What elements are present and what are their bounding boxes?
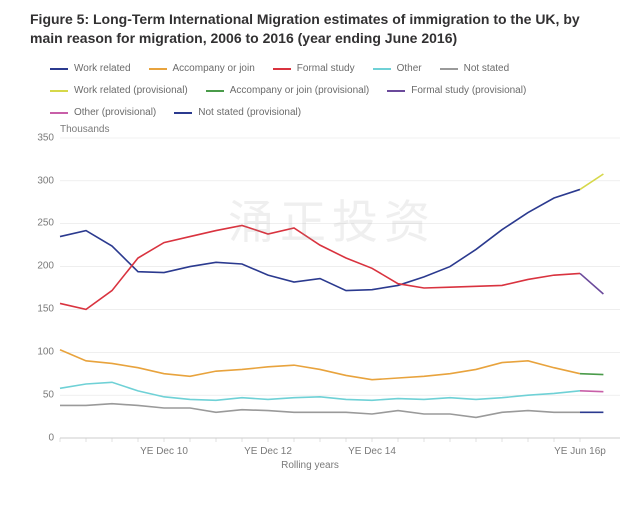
- y-tick-label: 100: [30, 347, 54, 358]
- legend-swatch: [149, 68, 167, 70]
- series-line-provisional: [580, 273, 603, 294]
- legend-swatch: [387, 90, 405, 92]
- legend-item: Formal study: [273, 60, 355, 78]
- legend-item: Work related (provisional): [50, 82, 188, 100]
- x-axis-title: Rolling years: [30, 460, 590, 471]
- y-tick-label: 50: [30, 389, 54, 400]
- series-line: [60, 382, 580, 400]
- legend: Work related Accompany or join Formal stud…: [0, 54, 640, 126]
- x-tick-label: YE Dec 14: [348, 446, 396, 457]
- line-chart: [30, 126, 620, 458]
- legend-swatch: [206, 90, 224, 92]
- series-line: [60, 349, 580, 379]
- legend-label: Work related (provisional): [74, 82, 188, 100]
- x-tick-label: YE Jun 16p: [554, 446, 606, 457]
- series-line-provisional: [580, 373, 603, 374]
- figure-container: Figure 5: Long-Term International Migrat…: [0, 0, 640, 530]
- x-tick-label: YE Dec 10: [140, 446, 188, 457]
- series-line-provisional: [580, 391, 603, 392]
- legend-swatch: [440, 68, 458, 70]
- legend-item: Not stated (provisional): [174, 104, 301, 122]
- legend-item: Not stated: [440, 60, 510, 78]
- chart-area: Thousands 涌正投资 050100150200250300350YE D…: [30, 126, 610, 458]
- legend-label: Accompany or join: [173, 60, 255, 78]
- series-line-provisional: [580, 174, 603, 189]
- figure-title: Figure 5: Long-Term International Migrat…: [0, 0, 640, 54]
- legend-swatch: [273, 68, 291, 70]
- legend-swatch: [50, 112, 68, 114]
- legend-label: Formal study (provisional): [411, 82, 526, 100]
- y-tick-label: 150: [30, 304, 54, 315]
- legend-swatch: [373, 68, 391, 70]
- legend-label: Other: [397, 60, 422, 78]
- y-tick-label: 0: [30, 432, 54, 443]
- legend-label: Accompany or join (provisional): [230, 82, 370, 100]
- y-tick-label: 200: [30, 261, 54, 272]
- legend-item: Other: [373, 60, 422, 78]
- series-line: [60, 403, 580, 417]
- y-axis-title: Thousands: [60, 124, 109, 135]
- legend-label: Not stated (provisional): [198, 104, 301, 122]
- y-tick-label: 350: [30, 132, 54, 143]
- legend-label: Work related: [74, 60, 131, 78]
- legend-item: Formal study (provisional): [387, 82, 526, 100]
- legend-label: Not stated: [464, 60, 510, 78]
- series-line: [60, 189, 580, 290]
- legend-item: Other (provisional): [50, 104, 156, 122]
- legend-swatch: [50, 90, 68, 92]
- legend-item: Work related: [50, 60, 131, 78]
- legend-swatch: [50, 68, 68, 70]
- legend-label: Formal study: [297, 60, 355, 78]
- y-tick-label: 250: [30, 218, 54, 229]
- legend-swatch: [174, 112, 192, 114]
- legend-item: Accompany or join (provisional): [206, 82, 370, 100]
- legend-item: Accompany or join: [149, 60, 255, 78]
- series-line: [60, 225, 580, 309]
- legend-label: Other (provisional): [74, 104, 156, 122]
- x-tick-label: YE Dec 12: [244, 446, 292, 457]
- y-tick-label: 300: [30, 175, 54, 186]
